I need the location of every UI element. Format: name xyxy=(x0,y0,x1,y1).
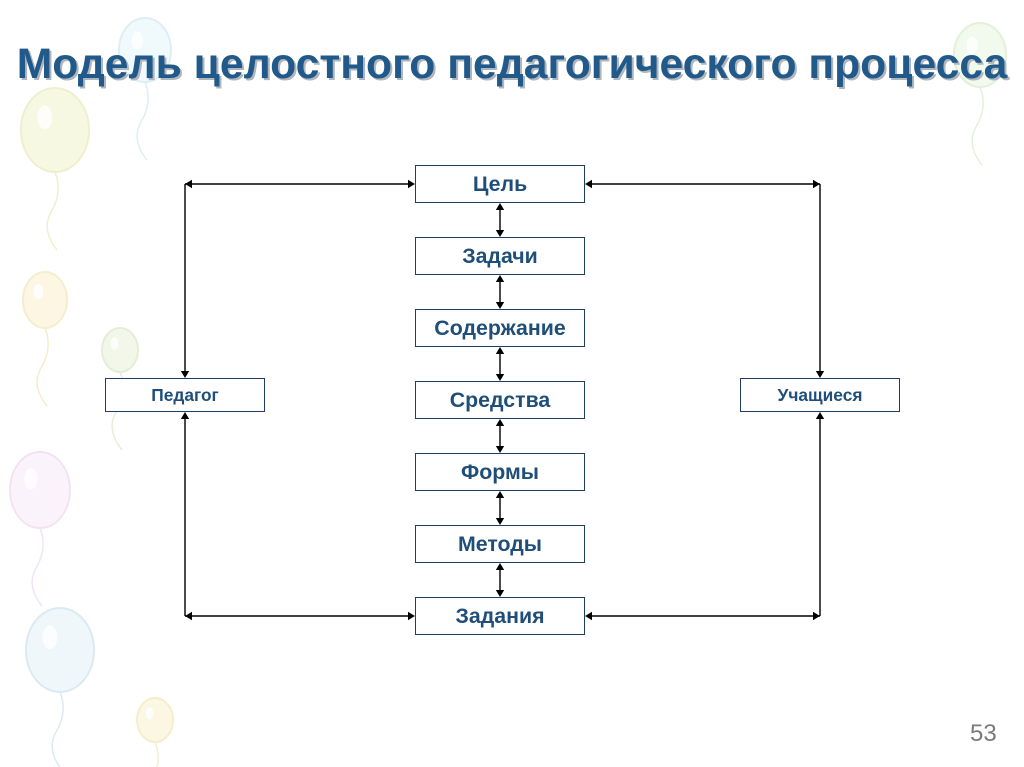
box-students-label: Учащиеся xyxy=(778,385,863,406)
box-goal-label: Цель xyxy=(473,172,527,197)
box-goal: Цель xyxy=(415,165,585,203)
box-forms-label: Формы xyxy=(461,460,539,485)
box-tasks-label: Задачи xyxy=(462,244,538,269)
box-forms: Формы xyxy=(415,453,585,491)
page-number-text: 53 xyxy=(970,720,997,747)
box-content: Содержание xyxy=(415,309,585,347)
box-assign-label: Задания xyxy=(455,604,544,629)
box-tasks: Задачи xyxy=(415,237,585,275)
box-assign: Задания xyxy=(415,597,585,635)
box-content-label: Содержание xyxy=(434,316,565,341)
box-students: Учащиеся xyxy=(740,378,900,412)
box-means-label: Средства xyxy=(450,388,551,413)
box-methods-label: Методы xyxy=(458,532,542,557)
box-pedagog: Педагог xyxy=(105,378,265,412)
box-pedagog-label: Педагог xyxy=(151,385,219,406)
box-methods: Методы xyxy=(415,525,585,563)
page-number: 53 xyxy=(970,720,997,748)
box-means: Средства xyxy=(415,381,585,419)
